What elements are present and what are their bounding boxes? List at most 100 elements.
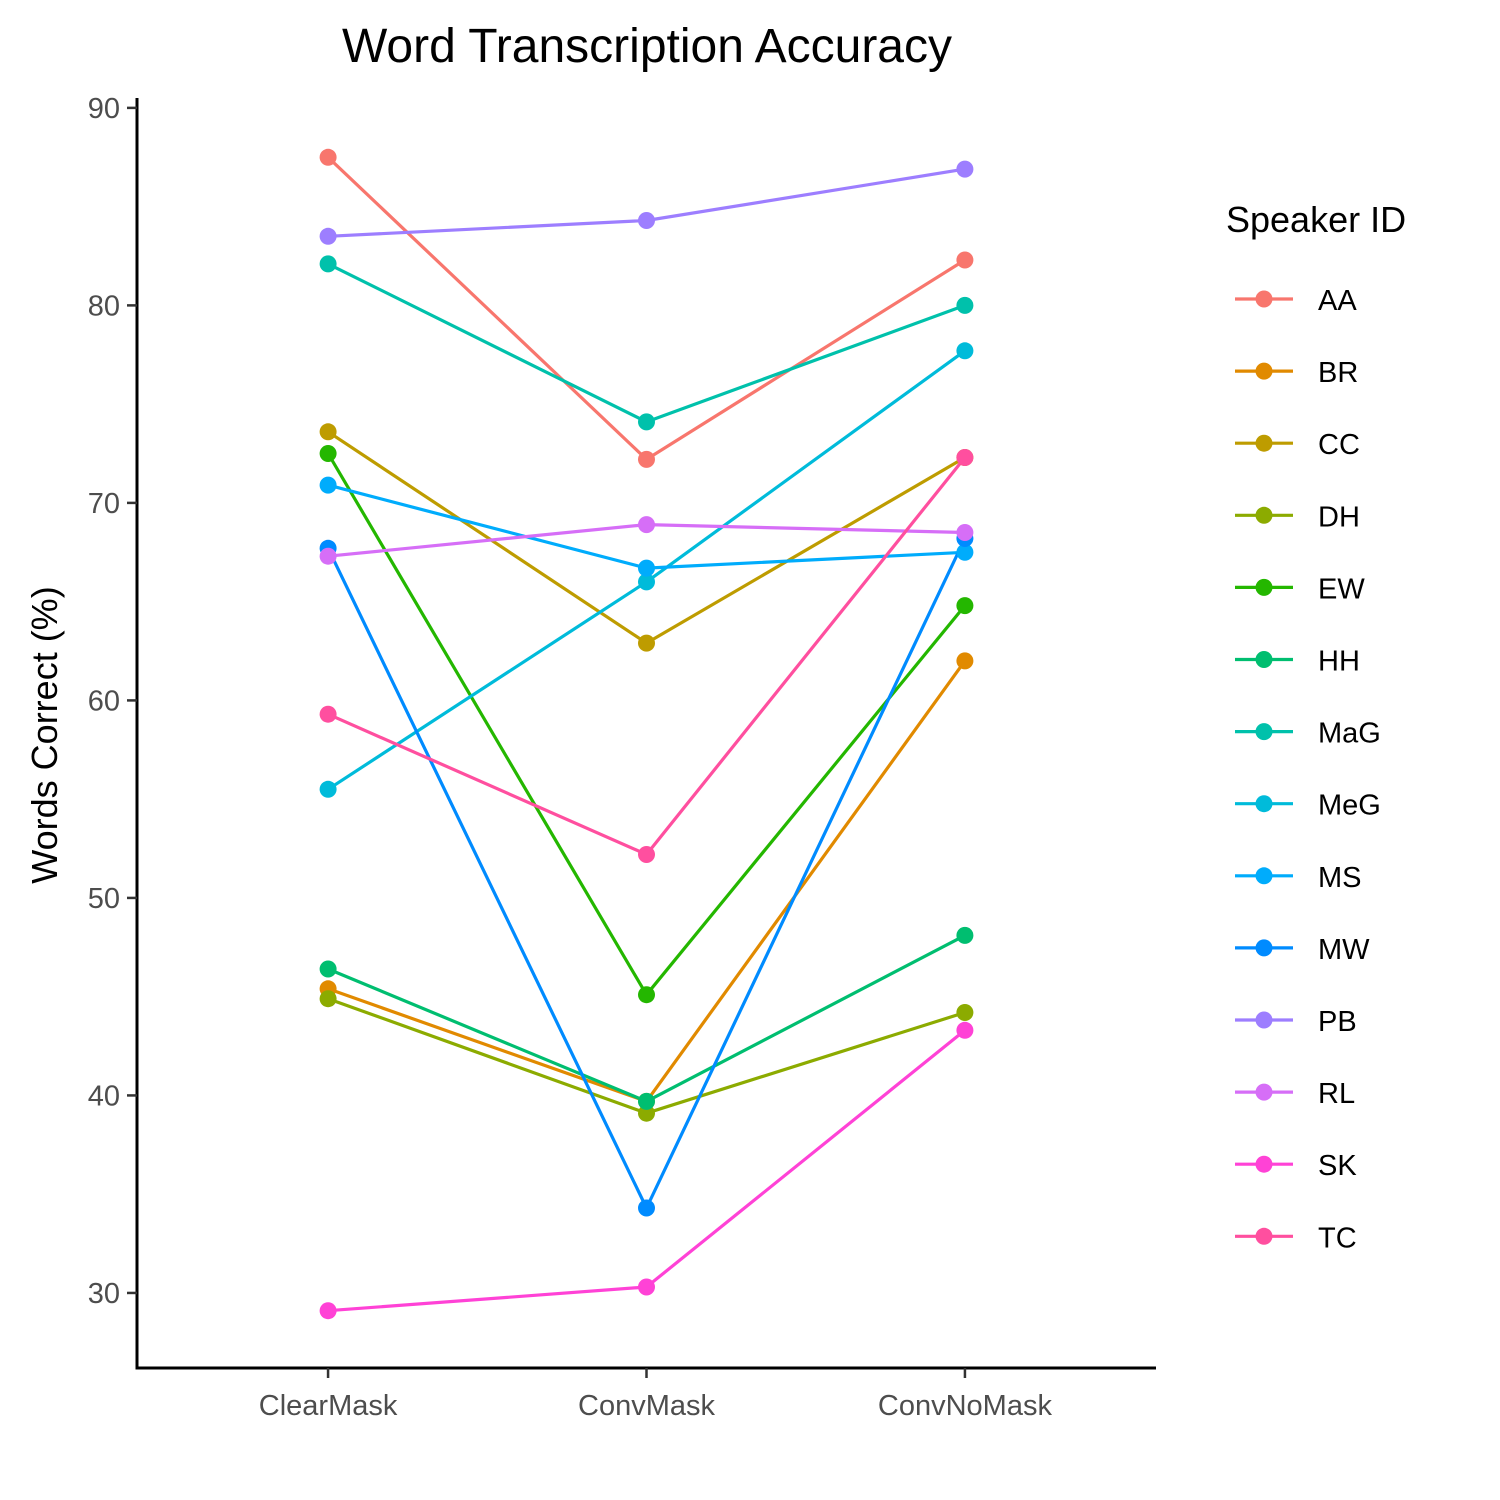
data-point-MaG-ConvMask — [638, 413, 655, 431]
legend-label: RL — [1318, 1078, 1355, 1110]
legend-key-point — [1255, 939, 1273, 957]
data-point-SK-ConvMask — [638, 1278, 655, 1296]
data-point-HH-ClearMask — [319, 960, 337, 978]
legend-label: MS — [1318, 862, 1362, 894]
y-tick-label: 60 — [88, 685, 120, 717]
data-point-DH-ConvMask — [638, 1104, 655, 1122]
legend-label: TC — [1318, 1222, 1357, 1254]
legend-key-point — [1255, 1083, 1273, 1101]
data-point-CC-ConvMask — [638, 634, 655, 652]
legend-label: MW — [1318, 934, 1370, 966]
data-point-MaG-ConvNoMask — [956, 296, 974, 314]
legend-label: EW — [1318, 573, 1365, 605]
data-point-RL-ClearMask — [319, 547, 337, 565]
data-point-DH-ClearMask — [319, 990, 337, 1008]
legend-key-point — [1255, 651, 1273, 668]
data-point-MeG-ConvMask — [638, 573, 655, 591]
data-point-RL-ConvMask — [638, 516, 655, 534]
data-point-AA-ClearMask — [319, 148, 337, 166]
series-line-EW — [326, 452, 967, 997]
y-tick-label: 50 — [88, 883, 120, 915]
legend-item-RL: RL — [1235, 1078, 1355, 1110]
data-point-EW-ConvNoMask — [956, 597, 974, 615]
legend-item-MS: MS — [1235, 862, 1362, 894]
legend: Speaker ID AA BR CC DH EW HH MaG MeG MS MW PB RL SK T… — [1226, 199, 1406, 1254]
legend-label: MeG — [1318, 790, 1381, 822]
y-tick-label: 40 — [88, 1080, 120, 1112]
data-point-TC-ConvMask — [638, 846, 655, 863]
legend-label: AA — [1318, 285, 1357, 317]
legend-title: Speaker ID — [1226, 199, 1406, 240]
data-point-EW-ClearMask — [319, 445, 337, 462]
legend-item-HH: HH — [1235, 646, 1360, 678]
legend-item-PB: PB — [1235, 1006, 1357, 1038]
data-point-HH-ConvNoMask — [956, 926, 974, 944]
legend-label: CC — [1318, 429, 1360, 461]
data-point-MS-ClearMask — [319, 476, 337, 494]
data-point-MW-ConvMask — [638, 1199, 655, 1217]
legend-item-TC: TC — [1235, 1222, 1357, 1254]
data-point-MS-ConvNoMask — [956, 543, 974, 561]
legend-label: HH — [1318, 646, 1360, 678]
legend-label: BR — [1318, 357, 1358, 389]
legend-key-point — [1255, 723, 1273, 741]
data-point-CC-ClearMask — [319, 423, 337, 441]
y-axis-title: Words Correct (%) — [24, 586, 65, 883]
x-tick-label: ConvMask — [578, 1390, 715, 1422]
y-tick-label: 90 — [88, 93, 120, 125]
chart-title: Word Transcription Accuracy — [342, 20, 952, 73]
x-tick-label: ClearMask — [259, 1390, 398, 1422]
legend-item-MeG: MeG — [1235, 790, 1381, 822]
legend-item-EW: EW — [1235, 573, 1365, 605]
legend-label: SK — [1318, 1150, 1357, 1182]
legend-item-BR: BR — [1235, 357, 1358, 389]
series-line-MaG — [327, 262, 966, 424]
data-point-PB-ConvMask — [638, 212, 655, 229]
legend-key-point — [1255, 434, 1273, 452]
legend-item-MaG: MaG — [1235, 718, 1381, 750]
y-tick-label: 80 — [88, 290, 120, 322]
x-tick-label: ConvNoMask — [878, 1390, 1053, 1422]
legend-key-point — [1255, 290, 1273, 308]
data-point-TC-ConvNoMask — [956, 449, 974, 466]
legend-item-SK: SK — [1235, 1150, 1357, 1182]
data-point-MS-ConvMask — [638, 559, 655, 577]
legend-key-point — [1255, 1011, 1273, 1029]
data-point-MaG-ClearMask — [319, 255, 337, 273]
data-point-RL-ConvNoMask — [956, 524, 974, 541]
series-line-SK — [327, 1029, 966, 1313]
y-tick-label: 30 — [88, 1278, 120, 1310]
legend-item-DH: DH — [1235, 501, 1360, 533]
data-point-EW-ConvMask — [638, 986, 655, 1004]
axes: 30 40 50 60 70 80 90 ClearMask ConvMask ConvNoMas… — [88, 93, 1156, 1422]
legend-key-point — [1255, 867, 1273, 885]
data-point-DH-ConvNoMask — [956, 1004, 974, 1021]
legend-item-AA: AA — [1235, 285, 1357, 317]
legend-label: PB — [1318, 1006, 1357, 1038]
legend-item-MW: MW — [1235, 934, 1370, 966]
legend-item-CC: CC — [1235, 429, 1360, 461]
data-point-SK-ClearMask — [319, 1302, 337, 1320]
legend-label: MaG — [1318, 718, 1381, 750]
legend-key-point — [1255, 506, 1273, 524]
data-point-MeG-ClearMask — [319, 780, 337, 798]
legend-key-point — [1255, 1227, 1273, 1245]
data-point-TC-ClearMask — [319, 705, 337, 723]
data-point-PB-ClearMask — [319, 227, 337, 245]
data-point-BR-ConvNoMask — [956, 652, 974, 670]
legend-key-point — [1255, 578, 1273, 596]
data-point-PB-ConvNoMask — [956, 160, 974, 178]
legend-label: DH — [1318, 501, 1360, 533]
data-point-HH-ConvMask — [638, 1092, 655, 1110]
series-line-HH — [327, 933, 966, 1104]
plot-area — [319, 148, 974, 1320]
legend-key-point — [1255, 362, 1273, 380]
legend-key-point — [1255, 1155, 1273, 1173]
y-tick-label: 70 — [88, 488, 120, 520]
data-point-AA-ConvMask — [638, 450, 655, 468]
data-point-MeG-ConvNoMask — [956, 342, 974, 360]
legend-key-point — [1255, 795, 1273, 813]
data-point-SK-ConvNoMask — [956, 1021, 974, 1039]
data-point-AA-ConvNoMask — [956, 251, 974, 269]
